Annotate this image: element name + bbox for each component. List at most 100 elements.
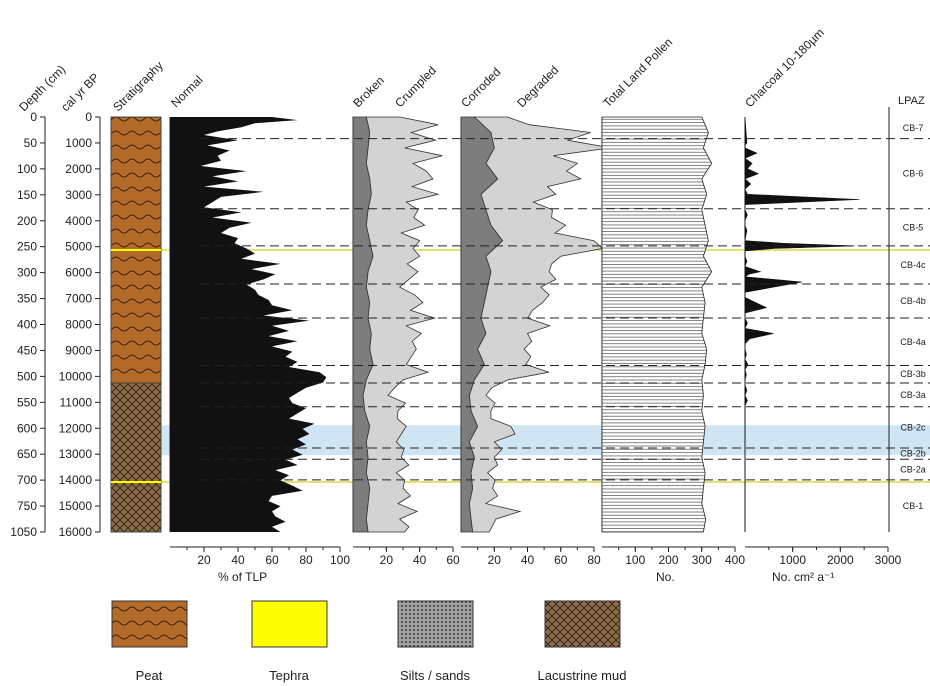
cd-x-tick-label: 20: [488, 553, 502, 567]
depth-tick-label: 650: [17, 447, 37, 461]
normal-x-tick-label: 80: [299, 553, 313, 567]
depth-tick-label: 550: [17, 395, 37, 409]
legend-swatch-tephra: [251, 600, 328, 648]
cd-x-tick-label: 40: [521, 553, 535, 567]
header-tlp: Total Land Pollen: [600, 35, 675, 110]
zone-label-CB-3b: CB-3b: [900, 369, 926, 379]
age-tick-label: 0: [85, 110, 92, 124]
header-broken: Broken: [350, 73, 387, 110]
header-strat: Stratigraphy: [110, 58, 166, 114]
curve-total-land-pollen: [601, 116, 713, 533]
legend-label-peat: Peat: [136, 668, 163, 683]
normal-x-tick-label: 40: [231, 553, 245, 567]
legend-swatch-silt: [397, 600, 474, 648]
zone-label-CB-3a: CB-3a: [900, 390, 926, 400]
zone-label-CB-4c: CB-4c: [900, 260, 926, 270]
strat-lacustrine-mud: [110, 382, 162, 533]
zone-label-CB-2c: CB-2c: [900, 422, 926, 432]
curve-broken: [352, 116, 374, 533]
curve-corroded: [460, 116, 504, 533]
ch-x-tick-label: 2000: [827, 553, 854, 567]
age-tick-label: 11000: [60, 395, 93, 409]
age-tick-label: 6000: [65, 266, 92, 280]
normal-x-tick-label: 60: [265, 553, 279, 567]
legend-label-silt: Silts / sands: [400, 668, 471, 683]
age-tick-label: 15000: [59, 499, 93, 513]
depth-tick-label: 0: [30, 110, 37, 124]
curve-charcoal: [744, 116, 860, 532]
curve-normal: [170, 117, 327, 532]
zone-label-CB-6: CB-6: [903, 169, 924, 179]
axes: 0501001502002503003504004505005506006507…: [10, 107, 902, 567]
legend-swatch-mud: [544, 600, 621, 648]
depth-tick-label: 50: [24, 136, 38, 150]
depth-tick-label: 700: [17, 473, 37, 487]
age-tick-label: 1000: [65, 136, 92, 150]
tlp-axis-label: No.: [656, 570, 675, 584]
bc-x-tick-label: 60: [446, 553, 460, 567]
depth-tick-label: 100: [17, 162, 37, 176]
depth-tick-label: 300: [17, 266, 37, 280]
age-tick-label: 4000: [65, 214, 92, 228]
curve-crumpled: [362, 116, 443, 533]
zone-label-CB-4b: CB-4b: [900, 296, 926, 306]
normal-x-tick-label: 100: [330, 553, 350, 567]
charcoal-axis-label: No. cm² a⁻¹: [772, 570, 834, 584]
age-tick-label: 2000: [65, 162, 92, 176]
header-corroded: Corroded: [458, 65, 503, 110]
depth-tick-label: 150: [17, 188, 37, 202]
tlp-x-tick-label: 400: [725, 553, 745, 567]
header-normal: Normal: [168, 73, 205, 110]
column-headers: Depth (cm) cal yr BP Stratigraphy Normal…: [16, 26, 925, 115]
depth-tick-label: 350: [17, 292, 37, 306]
depth-tick-label: 450: [17, 343, 37, 357]
depth-tick-label: 200: [17, 214, 37, 228]
age-tick-label: 12000: [59, 421, 93, 435]
header-age: cal yr BP: [58, 70, 102, 114]
header-crumpled: Crumpled: [392, 63, 439, 110]
zone-label-CB-7: CB-7: [903, 123, 924, 133]
normal-x-tick-label: 20: [197, 553, 211, 567]
header-degraded: Degraded: [514, 63, 561, 110]
age-tick-label: 13000: [59, 447, 93, 461]
zone-label-CB-2b: CB-2b: [900, 449, 926, 459]
legend-label-mud: Lacustrine mud: [538, 668, 627, 683]
header-lpaz: LPAZ: [898, 95, 925, 107]
depth-tick-label: 250: [17, 240, 37, 254]
normal-axis-label: % of TLP: [218, 570, 267, 584]
ch-x-tick-label: 3000: [875, 553, 902, 567]
depth-tick-label: 750: [17, 499, 37, 513]
stratigraphy-column: [110, 116, 162, 533]
legend-swatch-peat: [111, 600, 188, 648]
depth-tick-label: 600: [17, 421, 37, 435]
cd-x-tick-label: 60: [554, 553, 568, 567]
zone-label-CB-2a: CB-2a: [900, 465, 926, 475]
legend: Peat Tephra Silts / sands Lacustrine mud: [111, 600, 627, 683]
age-tick-label: 5000: [65, 240, 92, 254]
ch-x-tick-label: 1000: [779, 553, 806, 567]
age-tick-label: 16000: [59, 525, 93, 539]
age-tick-label: 14000: [59, 473, 93, 487]
legend-label-tephra: Tephra: [269, 668, 310, 683]
header-charcoal: Charcoal 10-180µm: [742, 26, 827, 111]
bc-x-tick-label: 20: [380, 553, 394, 567]
age-tick-label: 10000: [59, 369, 93, 383]
depth-tick-label: 1050: [10, 525, 37, 539]
age-tick-label: 3000: [65, 188, 92, 202]
cd-x-tick-label: 80: [587, 553, 601, 567]
zone-label-CB-4a: CB-4a: [900, 337, 926, 347]
zone-label-CB-1: CB-1: [903, 501, 924, 511]
tlp-x-tick-label: 300: [692, 553, 712, 567]
age-tick-label: 8000: [65, 318, 92, 332]
data-curves: [170, 116, 860, 533]
zone-lines: CB-7 CB-6 CB-5 CB-4c CB-4b CB-4a CB-3b CB-3a CB-…: [200, 123, 930, 511]
age-tick-label: 7000: [65, 292, 92, 306]
depth-tick-label: 400: [17, 318, 37, 332]
bc-x-tick-label: 40: [413, 553, 427, 567]
zone-label-CB-5: CB-5: [903, 222, 924, 232]
tlp-x-tick-label: 200: [658, 553, 678, 567]
age-tick-label: 9000: [65, 343, 92, 357]
tlp-x-tick-label: 100: [625, 553, 645, 567]
depth-tick-label: 500: [17, 369, 37, 383]
